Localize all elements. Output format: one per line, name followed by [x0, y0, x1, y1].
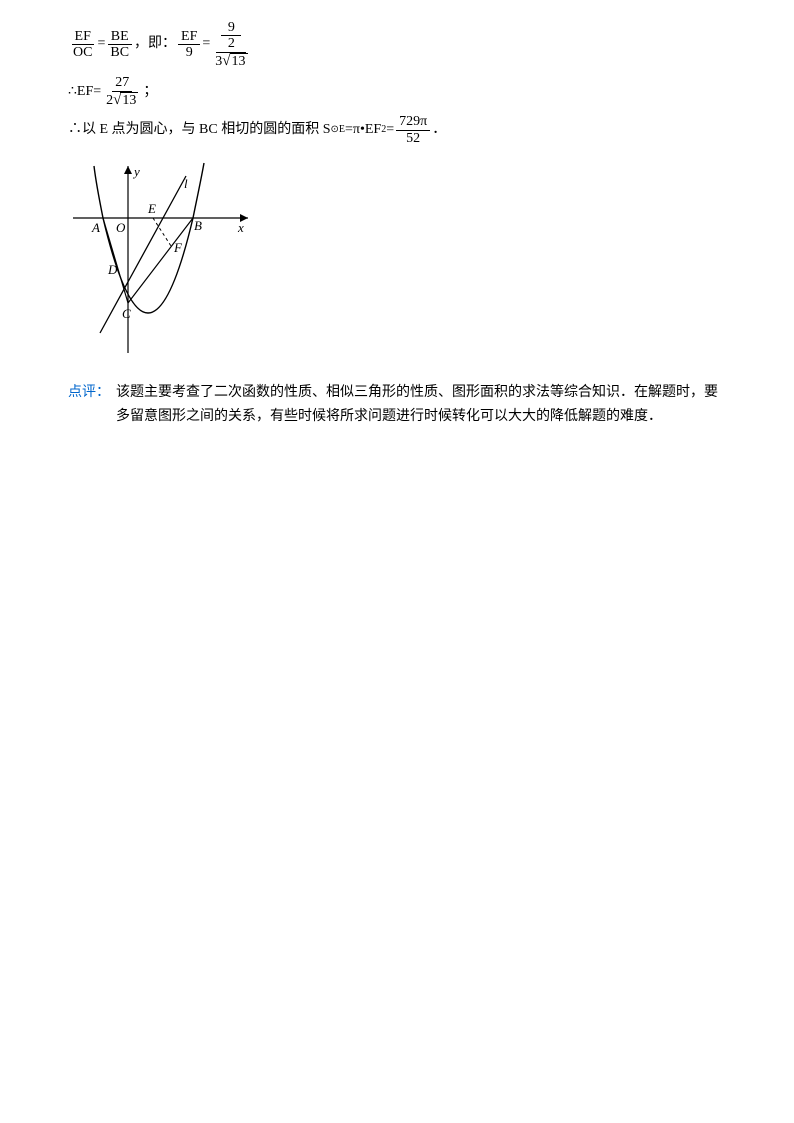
eq-sep: = [202, 33, 210, 55]
den-coef: 2 [106, 93, 113, 108]
fraction-ef-oc: EF OC [70, 29, 95, 61]
eq2-prefix: ∴EF= [68, 81, 101, 103]
label-x: x [237, 220, 244, 235]
inner-frac: 9 2 [221, 20, 241, 52]
label-l: l [184, 176, 188, 191]
fraction-729pi: 729π 52 [396, 114, 430, 146]
label-E: E [147, 201, 156, 216]
sqrt-icon: √13 [113, 92, 138, 109]
parabola-right-branch [193, 163, 204, 218]
label-O: O [116, 220, 126, 235]
label-B: B [194, 218, 202, 233]
frac-den: 2√13 [103, 92, 141, 109]
eq-mid-text: ，即： [134, 33, 176, 55]
fraction-ef-9: EF 9 [178, 29, 200, 61]
frac-den: 3√13 [212, 53, 250, 70]
frac-den: OC [70, 45, 95, 60]
eq3-suffix: ． [432, 119, 446, 141]
frac-num: 9 2 [216, 20, 246, 53]
fraction-complex: 9 2 3√13 [212, 20, 250, 69]
label-A: A [91, 220, 100, 235]
inner-num: 9 [221, 20, 241, 36]
sqrt-body: 13 [230, 53, 248, 69]
eq-sep: = [97, 33, 105, 55]
review-section: 点评： 该题主要考查了二次函数的性质、相似三角形的性质、图形面积的求法等综合知识… [68, 381, 726, 429]
review-text: 该题主要考查了二次函数的性质、相似三角形的性质、图形面积的求法等综合知识．在解题… [116, 381, 726, 429]
fraction-be-bc: BE BC [107, 29, 132, 61]
frac-num: 729π [396, 114, 430, 130]
equation-line-2: ∴EF= 27 2√13 ； [68, 75, 726, 108]
frac-num: EF [178, 29, 200, 45]
fraction-27: 27 2√13 [103, 75, 141, 108]
frac-den: BC [107, 45, 132, 60]
label-F: F [173, 240, 183, 255]
sqrt-icon: √13 [222, 53, 247, 70]
eq3-sub: ⊙E [331, 122, 346, 138]
frac-den: 9 [179, 45, 199, 60]
label-D: D [107, 262, 118, 277]
eq3-mid2: = [386, 119, 394, 141]
frac-num: BE [108, 29, 132, 45]
eq2-suffix: ； [143, 81, 157, 103]
label-y: y [132, 164, 140, 179]
parabola-left-branch [94, 166, 103, 218]
equation-line-1: EF OC = BE BC ，即： EF 9 = 9 2 3√13 [68, 20, 726, 69]
inner-den: 2 [221, 36, 241, 51]
eq3-prefix: ∴以 E 点为圆心，与 BC 相切的圆的面积 S [68, 119, 331, 141]
diagram-svg: y x l A O E B F D C [68, 158, 258, 358]
frac-num: EF [72, 29, 94, 45]
den-coef: 3 [215, 54, 222, 69]
frac-den: 52 [403, 131, 423, 146]
parabola-diagram: y x l A O E B F D C [68, 158, 726, 363]
frac-num: 27 [112, 75, 132, 91]
label-C: C [122, 306, 131, 321]
line-bc [128, 218, 193, 303]
eq3-mid1: =π•EF [345, 119, 381, 141]
equation-line-3: ∴以 E 点为圆心，与 BC 相切的圆的面积 S⊙E=π•EF2= 729π 5… [68, 114, 726, 146]
review-label: 点评： [68, 381, 110, 401]
sqrt-body: 13 [120, 92, 138, 108]
y-arrow-icon [124, 166, 132, 174]
